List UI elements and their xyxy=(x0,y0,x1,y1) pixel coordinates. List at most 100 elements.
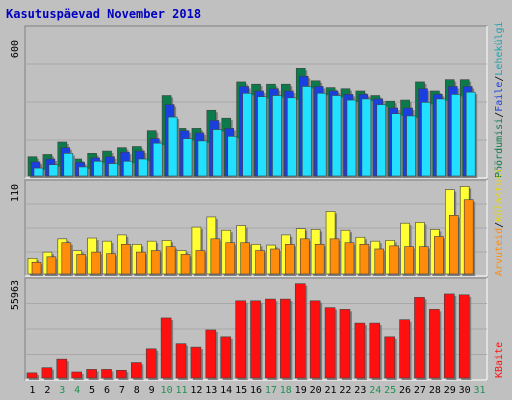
bar-lehekülgi-day-10 xyxy=(167,116,178,177)
bar-kbaite-day-22 xyxy=(339,309,351,379)
bar-lehekülgi-day-8 xyxy=(138,158,148,177)
bar-kbaite-day-11 xyxy=(175,343,187,379)
bar-kbaite-day-28 xyxy=(429,309,440,379)
bar-kbaite-day-8 xyxy=(131,362,142,379)
bar-kbaite-day-18 xyxy=(280,298,291,379)
chart-panels: 600Pöördumisi/Faile/Lehekülgi110Arvuteid… xyxy=(10,21,505,381)
bar-lehekülgi-day-22 xyxy=(346,99,357,177)
bar-lehekülgi-day-27 xyxy=(421,102,431,177)
bar-kbaite-day-20 xyxy=(309,300,321,379)
side-label-hits: Pöördumisi/Faile/Lehekülgi xyxy=(494,21,505,178)
bar-arvuteid-day-13 xyxy=(210,238,221,275)
bar-lehekülgi-day-4 xyxy=(78,166,89,177)
x-tick-label-day-28: 28 xyxy=(429,385,441,396)
y-max-label-visits: 110 xyxy=(10,184,21,202)
x-tick-label-day-21: 21 xyxy=(324,385,336,396)
bar-lehekülgi-day-7 xyxy=(123,160,133,177)
bar-arvuteid-day-29 xyxy=(448,215,459,275)
bar-kbaite-day-16 xyxy=(250,300,261,379)
bar-lehekülgi-day-12 xyxy=(197,140,208,177)
bar-kbaite-day-23 xyxy=(354,322,366,379)
chart-title: Kasutuspäevad November 2018 xyxy=(6,7,201,21)
y-max-label-hits: 600 xyxy=(10,40,21,58)
x-tick-label-day-22: 22 xyxy=(339,385,351,396)
x-tick-label-day-29: 29 xyxy=(444,385,456,396)
bar-kbaite-day-17 xyxy=(265,298,276,379)
side-label-part: / xyxy=(494,76,505,82)
bar-kbaite-day-12 xyxy=(190,346,202,379)
bar-arvuteid-day-24 xyxy=(374,248,385,275)
bar-kbaite-day-10 xyxy=(160,317,172,379)
x-tick-label-day-17: 17 xyxy=(265,385,277,396)
bar-lehekülgi-day-23 xyxy=(361,98,372,177)
bar-arvuteid-day-14 xyxy=(225,242,236,275)
bar-arvuteid-day-18 xyxy=(285,243,295,275)
bar-kbaite-day-3 xyxy=(56,358,68,379)
bar-arvuteid-day-17 xyxy=(270,248,280,275)
bar-arvuteid-day-9 xyxy=(150,250,161,275)
x-tick-label-day-12: 12 xyxy=(190,385,202,396)
bar-lehekülgi-day-2 xyxy=(48,164,59,177)
bar-kbaite-day-24 xyxy=(369,322,381,379)
bar-kbaite-day-6 xyxy=(101,369,112,379)
x-tick-label-day-9: 9 xyxy=(149,385,155,396)
bar-arvuteid-day-12 xyxy=(195,250,206,275)
x-tick-label-day-13: 13 xyxy=(205,385,217,396)
side-label-kbytes: KBaite xyxy=(494,342,505,378)
side-label-part: / xyxy=(494,112,505,118)
bar-lehekülgi-day-29 xyxy=(450,94,461,177)
bar-kbaite-day-9 xyxy=(145,348,157,379)
bar-arvuteid-day-27 xyxy=(419,246,429,275)
bar-arvuteid-day-3 xyxy=(61,242,72,275)
bar-kbaite-day-5 xyxy=(86,369,97,379)
x-tick-label-day-1: 1 xyxy=(29,385,35,396)
bar-kbaite-day-27 xyxy=(414,297,425,379)
side-label-part: Lehekülgi xyxy=(494,21,505,75)
x-tick-label-day-7: 7 xyxy=(119,385,125,396)
bar-arvuteid-day-1 xyxy=(31,261,42,275)
bar-lehekülgi-day-30 xyxy=(465,91,476,177)
x-axis-labels: 1 2 3 4 5 6 7 8 9 10 11 12 13 14 15 16 17 18 19 20 21 22 23 24 2… xyxy=(29,385,485,396)
x-tick-label-day-18: 18 xyxy=(280,385,292,396)
bar-arvuteid-day-8 xyxy=(136,251,146,275)
x-tick-label-day-26: 26 xyxy=(399,385,411,396)
bar-lehekülgi-day-13 xyxy=(212,129,223,177)
bar-lehekülgi-day-25 xyxy=(391,113,401,177)
x-tick-label-day-4: 4 xyxy=(74,385,80,396)
bar-kbaite-day-29 xyxy=(443,293,455,379)
bar-kbaite-day-4 xyxy=(71,371,83,379)
bar-lehekülgi-day-16 xyxy=(257,96,267,177)
bar-arvuteid-day-5 xyxy=(91,251,101,275)
bar-kbaite-day-21 xyxy=(324,307,336,379)
bar-lehekülgi-day-11 xyxy=(182,138,193,177)
bar-kbaite-day-30 xyxy=(458,294,470,379)
x-tick-label-day-23: 23 xyxy=(354,385,366,396)
x-tick-label-day-14: 14 xyxy=(220,385,232,396)
bar-kbaite-day-2 xyxy=(41,367,53,379)
x-tick-label-day-30: 30 xyxy=(459,385,471,396)
bar-arvuteid-day-23 xyxy=(359,243,370,275)
x-tick-label-day-16: 16 xyxy=(250,385,262,396)
bar-lehekülgi-day-17 xyxy=(272,95,282,177)
bar-arvuteid-day-28 xyxy=(434,236,444,275)
bar-lehekülgi-day-9 xyxy=(152,142,163,177)
side-label-part: / xyxy=(494,222,505,228)
y-max-label-kbytes: 55963 xyxy=(10,280,21,310)
bar-lehekülgi-day-3 xyxy=(63,153,74,177)
bar-arvuteid-day-4 xyxy=(76,254,87,275)
bar-arvuteid-day-30 xyxy=(463,199,474,275)
bar-kbaite-day-26 xyxy=(399,319,410,379)
bar-lehekülgi-day-24 xyxy=(376,104,387,177)
bar-lehekülgi-day-21 xyxy=(331,95,342,177)
side-label-part: Külastusi xyxy=(494,168,505,222)
x-tick-label-day-6: 6 xyxy=(104,385,110,396)
bar-kbaite-day-14 xyxy=(220,336,232,379)
bar-kbaite-day-19 xyxy=(294,283,306,379)
x-tick-label-day-2: 2 xyxy=(44,385,50,396)
bar-kbaite-day-13 xyxy=(205,329,217,379)
bar-lehekülgi-day-20 xyxy=(316,92,327,177)
bar-kbaite-day-15 xyxy=(235,300,246,379)
bar-arvuteid-day-10 xyxy=(165,246,176,275)
bar-lehekülgi-day-15 xyxy=(242,92,252,177)
